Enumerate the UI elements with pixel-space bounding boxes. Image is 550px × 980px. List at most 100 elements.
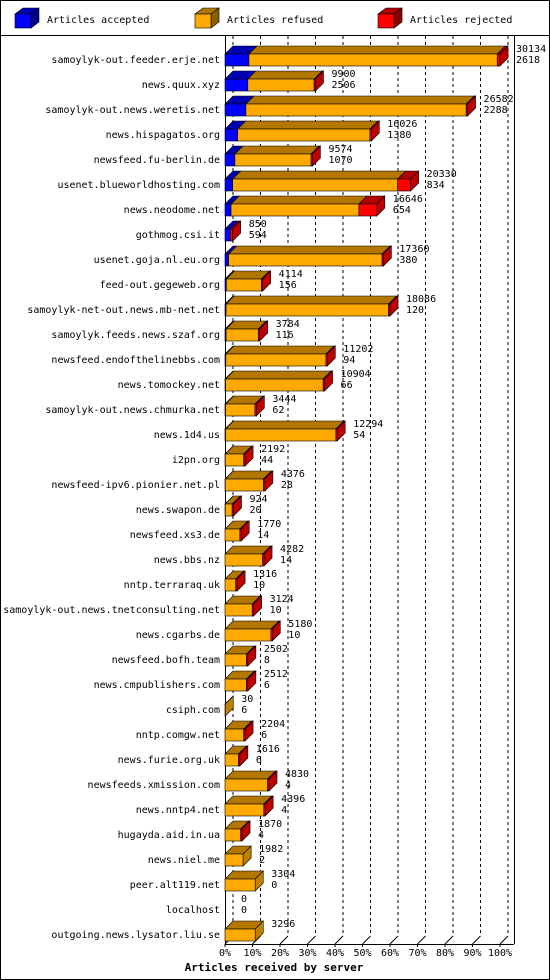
- bar-side: [247, 645, 257, 667]
- accepted-label: 10: [270, 605, 282, 616]
- offered-label: 3784: [276, 319, 300, 330]
- offered-label: 3296: [271, 919, 295, 930]
- offered-label: 2204: [261, 719, 285, 730]
- accepted-label: 4: [281, 805, 287, 816]
- offered-label: 1316: [253, 569, 277, 580]
- y-tick-label: news.1d4.us: [154, 430, 220, 441]
- y-tick-label: samoylyk-out.news.weretis.net: [45, 105, 220, 116]
- accepted-label: 10: [253, 580, 265, 591]
- bar-side: [410, 170, 419, 192]
- bar-top: [224, 620, 280, 630]
- offered-label: 850: [249, 219, 267, 230]
- bar-side: [271, 620, 281, 642]
- grid-depth: [389, 935, 399, 945]
- bar-segment: [224, 228, 231, 242]
- bar-side: [242, 845, 252, 867]
- y-tick-label: samoylyk-net-out.news.mb-net.net: [27, 305, 220, 316]
- accepted-label: 28: [281, 480, 293, 491]
- bar-segment: [224, 928, 256, 942]
- y-tick-label: nntp.terraraq.uk: [124, 580, 220, 591]
- offered-label: 1770: [257, 519, 281, 530]
- y-tick-label: newsfeed-ipv6.pionier.net.pl: [51, 480, 220, 491]
- bar-segment: [224, 453, 244, 467]
- y-tick-label: nntp.comgw.net: [136, 730, 220, 741]
- bar-side: [268, 770, 278, 792]
- bar-side: [236, 570, 246, 592]
- bar-side: [383, 245, 392, 267]
- offered-label: 2512: [264, 669, 288, 680]
- accepted-label: 6: [241, 705, 247, 716]
- y-tick-label: usenet.goja.nl.eu.org: [94, 255, 220, 266]
- bar-side: [247, 670, 257, 692]
- bar-segment: [225, 428, 337, 442]
- offered-label: 924: [250, 494, 268, 505]
- y-tick-label: samoylyk-out.news.tnetconsulting.net: [3, 605, 220, 616]
- offered-label: 3124: [270, 594, 294, 605]
- bar-segment: [245, 103, 467, 117]
- x-tick-label: 0%: [219, 948, 231, 959]
- offered-label: 30: [241, 694, 253, 705]
- bar-segment: [224, 778, 268, 792]
- bar-side: [324, 370, 333, 392]
- bar-segment: [224, 803, 265, 817]
- bar-top: [234, 145, 320, 155]
- offered-label: 30134: [516, 44, 546, 55]
- bar-side: [244, 445, 254, 467]
- x-tick-label: 50%: [353, 948, 371, 959]
- offered-label: 4114: [279, 269, 303, 280]
- bar-side: [239, 745, 249, 767]
- y-tick-label: news.hispagatos.org: [106, 130, 220, 141]
- bar-segment: [225, 378, 324, 392]
- bar-side: [336, 420, 346, 442]
- accepted-label: 14: [257, 530, 269, 541]
- accepted-label: 94: [343, 355, 355, 366]
- accepted-label: 6: [261, 730, 267, 741]
- bar-side: [233, 495, 242, 517]
- bar-side: [254, 920, 264, 942]
- offered-label: 1616: [256, 744, 280, 755]
- bar-side: [232, 220, 241, 242]
- bar-side: [315, 70, 324, 92]
- bar-side: [262, 270, 271, 292]
- bar-side: [376, 195, 386, 217]
- bar-top: [224, 770, 277, 780]
- y-tick-label: newsfeed.endofthelinebbs.com: [51, 355, 220, 366]
- offered-label: 0: [241, 894, 247, 905]
- bar-top: [224, 420, 345, 430]
- accepted-label: 54: [353, 430, 365, 441]
- accepted-label: 116: [276, 330, 294, 341]
- y-tick-label: peer.alt119.net: [130, 880, 220, 891]
- accepted-label: 594: [249, 230, 267, 241]
- bar-segment: [230, 203, 360, 217]
- offered-label: 4282: [280, 544, 304, 555]
- offered-label: 5180: [288, 619, 312, 630]
- x-tick-label: 10%: [243, 948, 261, 959]
- bar-side: [326, 345, 336, 367]
- bar-side: [254, 870, 264, 892]
- bar-side: [389, 295, 399, 317]
- y-tick-label: feed-out.gegeweb.org: [100, 280, 220, 291]
- grid-depth: [307, 935, 316, 945]
- offered-label: 1870: [258, 819, 282, 830]
- bar-side: [312, 145, 321, 167]
- accepted-label: 156: [279, 280, 297, 291]
- bar-segment: [224, 728, 245, 742]
- x-tick-label: 70%: [408, 948, 426, 959]
- bar-segment: [224, 53, 250, 67]
- x-tick-label: 90%: [463, 948, 481, 959]
- y-tick-label: usenet.blueworldhosting.com: [57, 180, 220, 191]
- accepted-label: 2506: [331, 80, 355, 91]
- accepted-label: 6: [256, 755, 262, 766]
- bar-segment: [225, 328, 259, 342]
- bar-side: [499, 45, 509, 67]
- bar-side: [370, 120, 380, 142]
- x-tick-label: 40%: [326, 948, 344, 959]
- accepted-label: 2618: [516, 55, 540, 66]
- y-tick-label: samoylyk-out.feeder.erje.net: [51, 55, 220, 66]
- bar-side: [264, 795, 274, 817]
- offered-label: 3304: [271, 869, 295, 880]
- y-tick-label: gothmog.csi.it: [136, 230, 220, 241]
- y-tick-label: news.neodome.net: [124, 205, 220, 216]
- bar-segment: [247, 78, 315, 92]
- bar-segment: [224, 78, 249, 92]
